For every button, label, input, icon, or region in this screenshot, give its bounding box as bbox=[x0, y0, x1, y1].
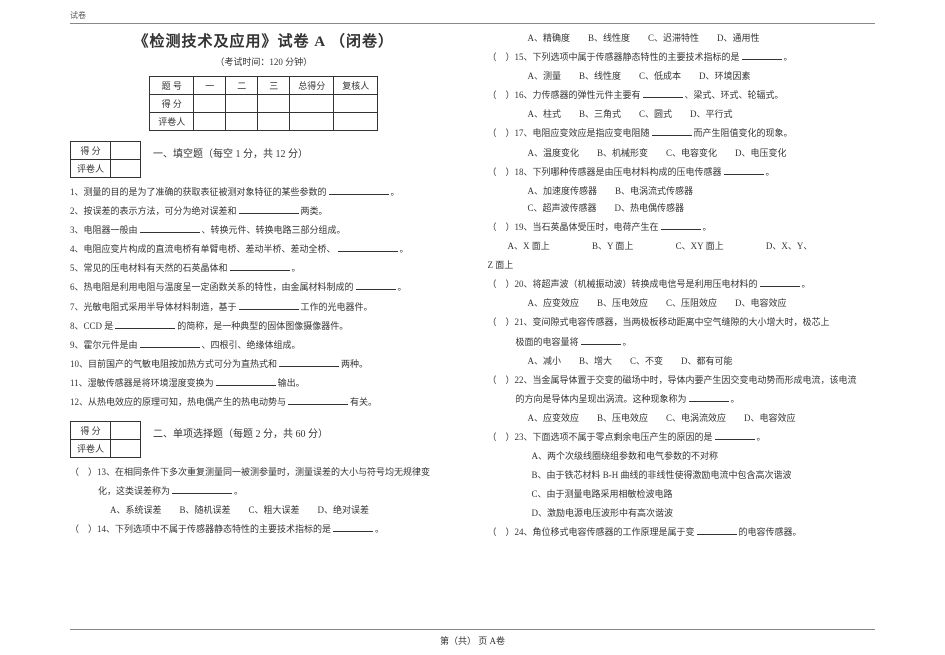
exam-title: 《检测技术及应用》试卷 A （闭卷） bbox=[70, 30, 458, 51]
table-row: 评卷人 bbox=[150, 113, 378, 131]
mc-q23-d: D、激励电源电压波形中有高次谐波 bbox=[488, 505, 876, 522]
mc-q18: （ ）18、下列哪种传感器是由压电材料构成的压电传感器。 bbox=[488, 164, 876, 181]
table-row: 得 分 bbox=[150, 95, 378, 113]
section2-title: 二、单项选择题（每题 2 分，共 60 分） bbox=[153, 421, 328, 440]
score-table: 题 号 一 二 三 总得分 复核人 得 分 评卷人 bbox=[149, 76, 378, 131]
fill-q12: 12、从热电效应的原理可知，热电偶产生的热电动势与有关。 bbox=[70, 394, 458, 411]
mc-q14-opts: A、精确度B、线性度C、迟滞特性D、通用性 bbox=[488, 30, 876, 47]
fill-q11: 11、湿敏传感器是将环境湿度变换为输出。 bbox=[70, 375, 458, 392]
section1-score-box: 得 分 评卷人 bbox=[70, 141, 141, 178]
mc-q17: （ ）17、电阻应变效应是指应变电阻随而产生阻值变化的现象。 bbox=[488, 125, 876, 142]
page-footer: 第（共） 页 A卷 bbox=[70, 629, 875, 647]
mc-q19-opts: A、X 面上 B、Y 面上 C、XY 面上 D、X、Y、 bbox=[488, 238, 876, 255]
fill-q8: 8、CCD 是的简称，是一种典型的固体图像摄像器件。 bbox=[70, 318, 458, 335]
mc-q16-opts: A、柱式B、三角式C、圆式D、平行式 bbox=[488, 106, 876, 123]
table-row: 题 号 一 二 三 总得分 复核人 bbox=[150, 77, 378, 95]
mc-q21b: 极面的电容量将。 bbox=[488, 334, 876, 351]
mc-q15: （ ）15、下列选项中属于传感器静态特性的主要技术指标的是。 bbox=[488, 49, 876, 66]
section2-score-box: 得 分 评卷人 bbox=[70, 421, 141, 458]
mc-q15-opts: A、测量B、线性度C、低成本D、环境因素 bbox=[488, 68, 876, 85]
mc-q18-opts-a: A、加速度传感器B、电涡流式传感器 bbox=[488, 183, 876, 200]
mc-q23-a: A、两个次级线圈绕组参数和电气参数的不对称 bbox=[488, 448, 876, 465]
fill-q5: 5、常见的压电材料有天然的石英晶体和。 bbox=[70, 260, 458, 277]
right-column: A、精确度B、线性度C、迟滞特性D、通用性 （ ）15、下列选项中属于传感器静态… bbox=[488, 30, 876, 544]
mc-q13: （ ）13、在相同条件下多次重复测量同一被测参量时，测量误差的大小与符号均无规律… bbox=[70, 464, 458, 481]
mc-q19: （ ）19、当石英晶体受压时，电荷产生在。 bbox=[488, 219, 876, 236]
fill-q9: 9、霍尔元件是由、四根引、绝缘体组成。 bbox=[70, 337, 458, 354]
mc-q20-opts: A、应变效应B、压电效应C、压阻效应D、电容效应 bbox=[488, 295, 876, 312]
header-tag: 试卷 bbox=[70, 10, 875, 24]
mc-q22a: （ ）22、当金属导体置于交变的磁场中时，导体内要产生因交变电动势而形成电流，该… bbox=[488, 372, 876, 389]
fill-q1: 1、测量的目的是为了准确的获取表征被测对象特征的某些参数的。 bbox=[70, 184, 458, 201]
mc-q23-b: B、由于铁芯材料 B-H 曲线的非线性使得激励电流中包含高次谐波 bbox=[488, 467, 876, 484]
fill-q10: 10、目前国产的气敏电阻按加热方式可分为直热式和两种。 bbox=[70, 356, 458, 373]
mc-q23-c: C、由于测量电路采用相敏检波电路 bbox=[488, 486, 876, 503]
exam-subtitle: （考试时间：120 分钟） bbox=[70, 55, 458, 68]
mc-q21-opts: A、减小B、增大C、不变D、都有可能 bbox=[488, 353, 876, 370]
mc-q22-opts: A、应变效应B、压电效应C、电涡流效应D、电容效应 bbox=[488, 410, 876, 427]
mc-q24: （ ）24、角位移式电容传感器的工作原理是属于变的电容传感器。 bbox=[488, 524, 876, 541]
mc-q17-opts: A、温度变化B、机械形变C、电容变化D、电压变化 bbox=[488, 145, 876, 162]
fill-q2: 2、按误差的表示方法，可分为绝对误差和两类。 bbox=[70, 203, 458, 220]
mc-q19-z: Z 面上 bbox=[488, 257, 876, 274]
section1-title: 一、填空题（每空 1 分，共 12 分） bbox=[153, 141, 308, 160]
mc-q13-cont: 化，这类误差称为。 bbox=[70, 483, 458, 500]
fill-q3: 3、电阻器一般由、转换元件、转换电路三部分组成。 bbox=[70, 222, 458, 239]
mc-q16: （ ）16、力传感器的弹性元件主要有、梁式、环式、轮辐式。 bbox=[488, 87, 876, 104]
mc-q21a: （ ）21、变间隙式电容传感器，当两极板移动距离中空气缝隙的大小增大时，极芯上 bbox=[488, 314, 876, 331]
mc-q18-opts-b: C、超声波传感器D、热电偶传感器 bbox=[488, 200, 876, 217]
mc-q23: （ ）23、下面选项不属于零点剩余电压产生的原因的是。 bbox=[488, 429, 876, 446]
fill-q4: 4、电阻应变片构成的直流电桥有单臂电桥、差动半桥、差动全桥、。 bbox=[70, 241, 458, 258]
mc-q13-opts: A、系统误差B、随机误差C、粗大误差D、绝对误差 bbox=[70, 502, 458, 519]
fill-q6: 6、热电阻是利用电阻与温度呈一定函数关系的特性，由金属材料制成的。 bbox=[70, 279, 458, 296]
left-column: 《检测技术及应用》试卷 A （闭卷） （考试时间：120 分钟） 题 号 一 二… bbox=[70, 30, 458, 544]
mc-q20: （ ）20、将超声波（机械振动波）转换成电信号是利用压电材料的。 bbox=[488, 276, 876, 293]
mc-q22b: 的方向是导体内呈现出涡流。这种现象称为。 bbox=[488, 391, 876, 408]
mc-q14: （ ）14、下列选项中不属于传感器静态特性的主要技术指标的是。 bbox=[70, 521, 458, 538]
fill-q7: 7、光敏电阻式采用半导体材料制造，基于工作的光电器件。 bbox=[70, 299, 458, 316]
